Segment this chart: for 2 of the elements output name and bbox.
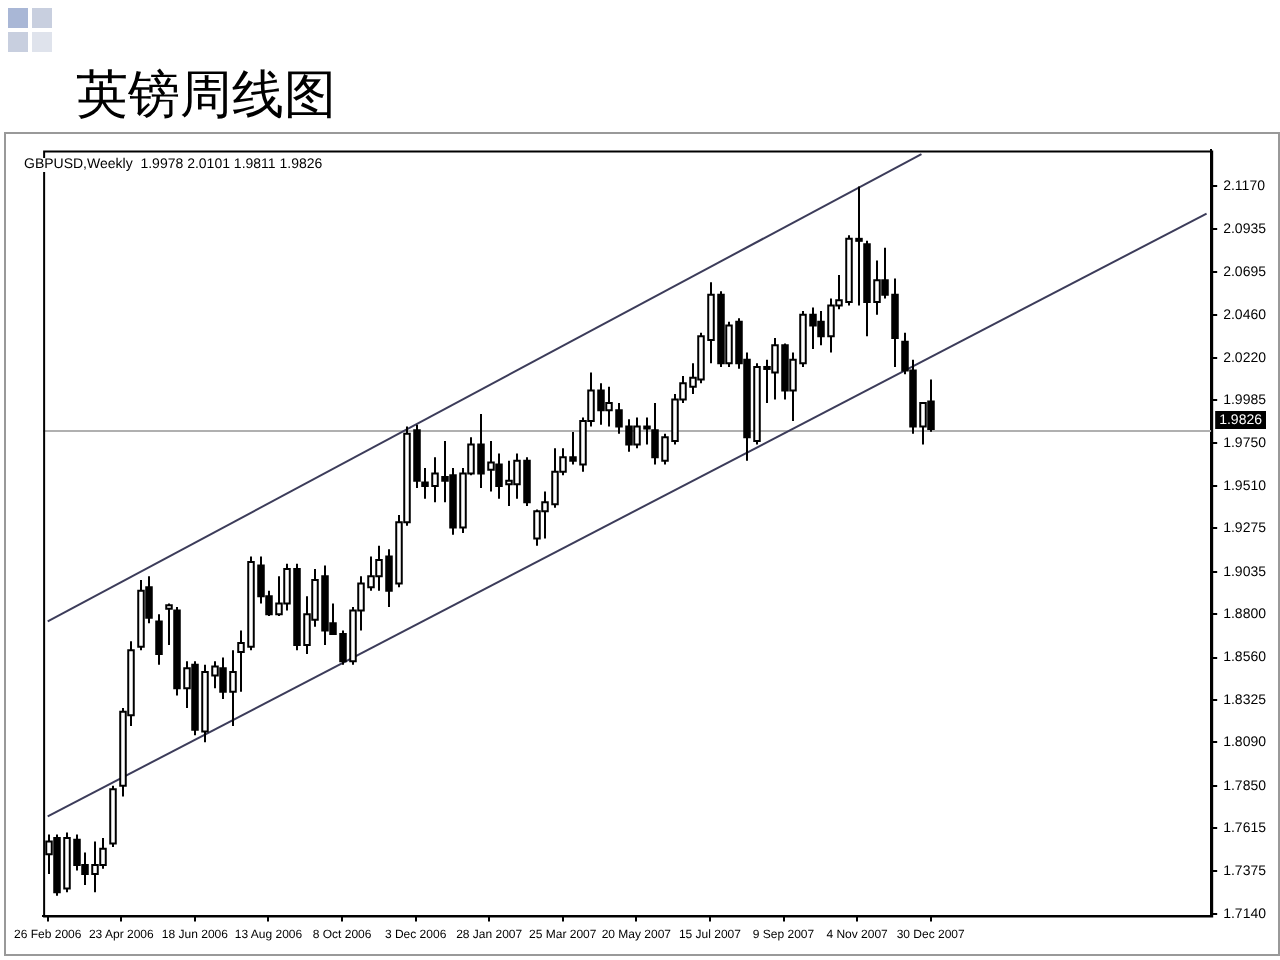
- chart-title: 英镑周线图: [76, 64, 336, 130]
- candlestick: [155, 613, 163, 666]
